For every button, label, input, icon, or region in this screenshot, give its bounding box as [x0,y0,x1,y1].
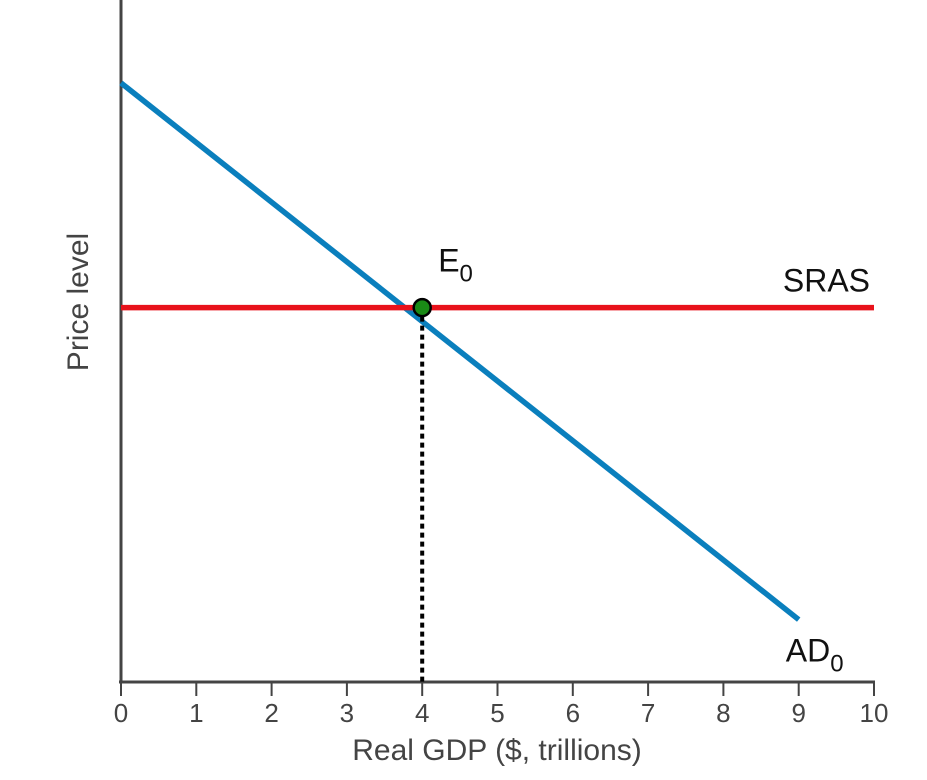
x-tick-label: 3 [340,698,354,728]
x-tick-label: 5 [490,698,504,728]
series-label-ad0: AD0 [786,633,844,678]
x-tick-label: 7 [641,698,655,728]
equilibrium-point-marker [412,297,432,318]
x-axis-title: Real GDP ($, trillions) [352,734,642,767]
x-tick-label: 10 [860,698,889,728]
x-tick-label: 9 [791,698,805,728]
x-tick-label: 4 [415,698,429,728]
y-axis-title: Price level [62,233,95,371]
axes [119,0,875,684]
x-tick-label: 6 [566,698,580,728]
series-label-sras: SRAS [783,263,870,299]
annotation-layer: AD0 SRAS E0 [412,243,870,682]
x-tick-label: 8 [716,698,730,728]
series-line-ad0 [119,80,801,622]
x-tick-label: 1 [189,698,203,728]
x-tick-label: 2 [264,698,278,728]
equilibrium-label: E0 [438,243,473,288]
x-ticks: 0 1 2 3 4 5 6 7 8 9 10 [114,682,889,728]
x-tick-label: 0 [114,698,128,728]
series-layer [119,80,874,622]
